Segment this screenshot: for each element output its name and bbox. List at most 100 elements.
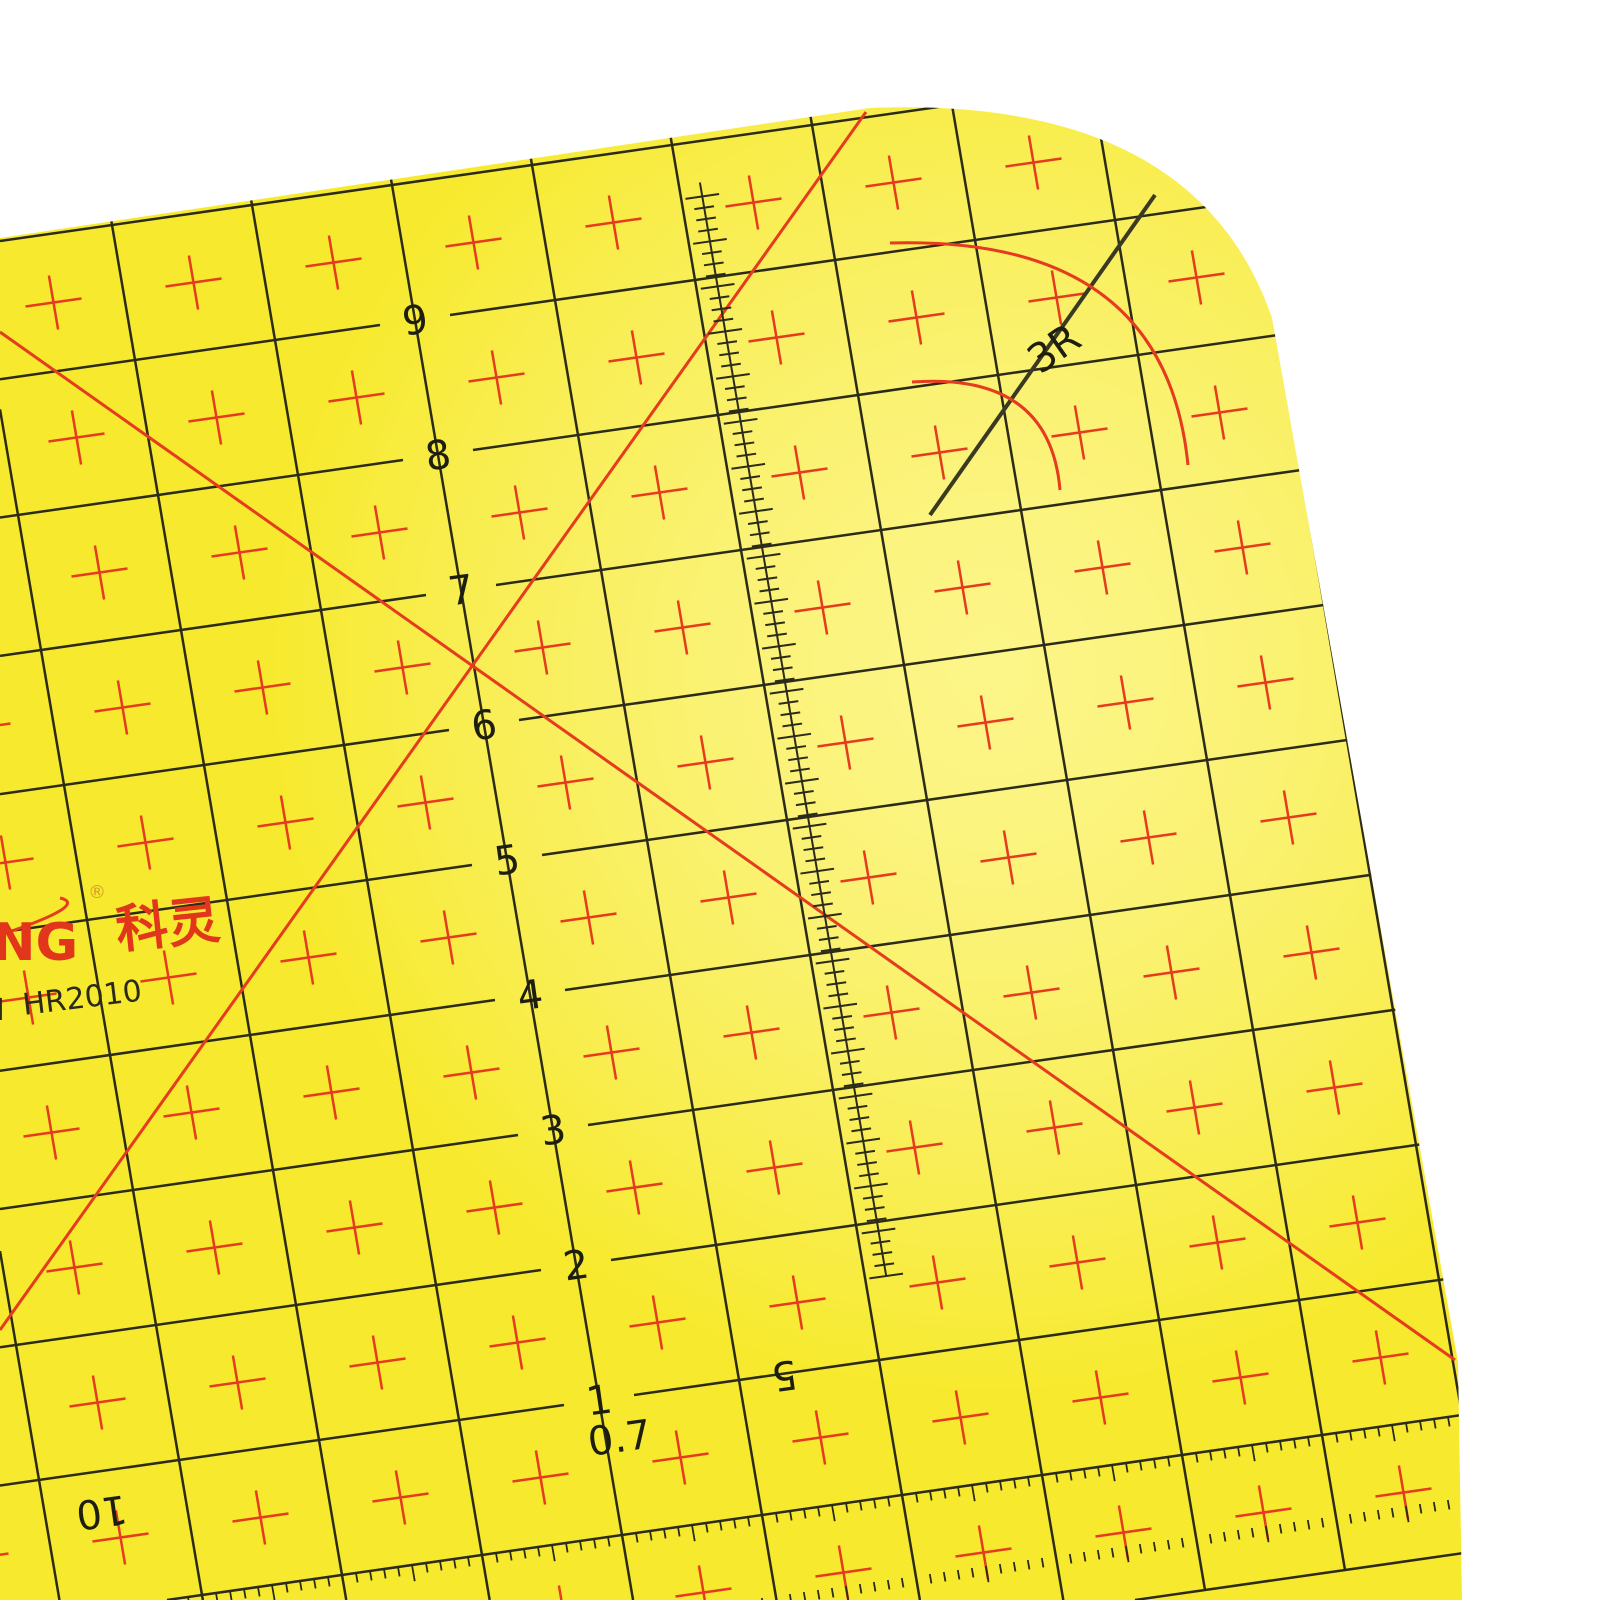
inch-label: 6 xyxy=(468,701,500,750)
tick-mark xyxy=(369,1570,373,1581)
cross-mark xyxy=(1422,770,1435,825)
cross-mark xyxy=(747,175,760,230)
tick-mark xyxy=(1574,1482,1576,1491)
tick-mark xyxy=(313,1578,317,1589)
cross-mark xyxy=(628,1160,641,1215)
tick-mark xyxy=(1110,1547,1115,1558)
cross-mark xyxy=(1472,369,1528,377)
cross-mark xyxy=(1211,1215,1224,1270)
cross-mark xyxy=(1472,211,1481,265)
tick-mark xyxy=(327,1576,331,1587)
cross-mark xyxy=(1539,1446,1548,1500)
tick-mark xyxy=(1223,1448,1227,1459)
cross-mark xyxy=(1190,250,1203,305)
tick-mark xyxy=(243,1588,247,1599)
cross-mark xyxy=(162,950,175,1005)
tick-mark xyxy=(1292,1521,1297,1532)
tick-mark xyxy=(1055,1472,1059,1483)
cross-mark xyxy=(490,350,503,405)
tick-mark xyxy=(971,1484,976,1502)
tick-mark xyxy=(900,1577,905,1588)
cross-mark xyxy=(582,890,595,945)
tick-mark xyxy=(1250,1527,1255,1538)
cross-mark xyxy=(233,525,246,580)
cross-mark xyxy=(563,84,619,92)
tick-mark xyxy=(1181,1454,1186,1472)
cross-mark xyxy=(1048,1100,1061,1155)
tick-mark xyxy=(1279,1440,1283,1451)
cross-mark xyxy=(1165,945,1178,1000)
grid-line-horizontal xyxy=(0,458,404,519)
cross-mark xyxy=(1495,346,1504,400)
grid-line-horizontal xyxy=(0,107,1462,243)
cross-mark xyxy=(1002,830,1015,885)
cross-mark xyxy=(1282,790,1295,845)
diagonal-line xyxy=(0,330,1456,1362)
cross-mark xyxy=(1236,520,1249,575)
tick-mark xyxy=(1208,1533,1213,1544)
cross-mark xyxy=(1354,522,1411,533)
tick-mark xyxy=(1490,1494,1492,1503)
cross-mark xyxy=(1587,886,1596,940)
cross-mark xyxy=(254,1490,267,1545)
tick-mark xyxy=(565,1542,569,1553)
cross-mark xyxy=(1142,810,1155,865)
cross-mark xyxy=(1516,1469,1572,1477)
cross-mark xyxy=(1096,540,1109,595)
cross-mark xyxy=(114,1510,127,1565)
cross-mark xyxy=(1518,639,1574,647)
cross-mark xyxy=(1305,925,1318,980)
tick-mark xyxy=(761,1514,766,1532)
tick-mark xyxy=(1209,1450,1213,1461)
tick-mark xyxy=(970,1567,975,1578)
tick-mark xyxy=(872,1581,877,1592)
cross-mark xyxy=(1188,1080,1201,1135)
cross-mark xyxy=(0,1552,9,1556)
cross-mark xyxy=(513,485,526,540)
tick-mark xyxy=(691,1524,696,1542)
cross-mark xyxy=(1330,230,1343,285)
grid-line-vertical xyxy=(502,107,778,1600)
grid-line-vertical xyxy=(646,107,922,1600)
tick-mark xyxy=(845,1502,849,1513)
cross-mark xyxy=(187,255,200,310)
grid-line-vertical xyxy=(0,409,205,1600)
tick-mark xyxy=(886,1579,891,1590)
tick-mark xyxy=(831,1504,836,1522)
tick-mark xyxy=(1264,1525,1270,1543)
tick-mark xyxy=(1461,1414,1462,1432)
cross-mark xyxy=(1149,0,1155,35)
tick-mark xyxy=(551,1544,556,1562)
tick-mark xyxy=(1013,1478,1017,1489)
cross-mark xyxy=(908,1120,921,1175)
tick-mark xyxy=(579,1540,583,1551)
cross-mark xyxy=(139,815,152,870)
tick-mark xyxy=(1418,1503,1423,1514)
tick-mark xyxy=(1560,1401,1562,1410)
tick-mark xyxy=(942,1571,947,1582)
tick-mark xyxy=(1405,1422,1409,1433)
tick-mark xyxy=(1404,1505,1410,1523)
tick-mark xyxy=(1307,1436,1311,1447)
cross-mark xyxy=(605,1025,618,1080)
tick-mark xyxy=(1532,1405,1535,1421)
tick-mark xyxy=(1574,1399,1576,1408)
tick-mark xyxy=(1027,1476,1031,1487)
cross-mark xyxy=(1308,252,1365,263)
tick-mark xyxy=(1433,1418,1437,1429)
tick-mark xyxy=(1153,1458,1157,1469)
cross-mark xyxy=(1518,481,1527,535)
cross-mark xyxy=(444,107,457,135)
cross-mark xyxy=(1423,927,1462,938)
tick-mark xyxy=(383,1568,387,1579)
cross-mark xyxy=(1374,1330,1387,1385)
cross-mark xyxy=(1470,1199,1526,1207)
cross-mark xyxy=(1071,1235,1084,1290)
cross-mark xyxy=(866,21,875,75)
tick-mark xyxy=(1251,1444,1256,1462)
tick-mark xyxy=(1390,1507,1395,1518)
brand-chinese: 科灵 xyxy=(113,890,223,961)
cross-mark xyxy=(1351,1195,1364,1250)
inch-label: 7 xyxy=(445,566,477,615)
